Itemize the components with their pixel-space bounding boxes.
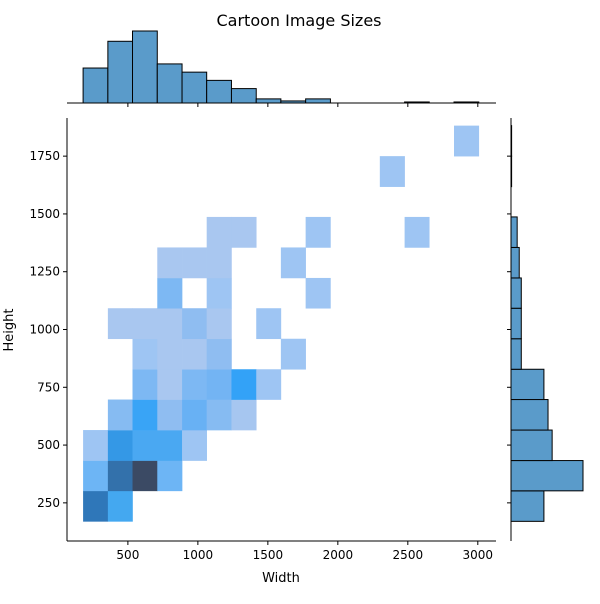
top-hist-bar xyxy=(107,40,134,104)
heatmap-cell xyxy=(107,430,133,461)
top-hist-ticks xyxy=(127,103,479,107)
heatmap-cell xyxy=(157,460,183,492)
heatmap-cell xyxy=(182,430,207,461)
y-tick-label: 250 xyxy=(37,496,60,510)
heatmap-cell xyxy=(231,369,257,400)
heatmap-cell xyxy=(83,490,109,522)
heatmap-cell xyxy=(206,247,232,279)
top-hist-bar xyxy=(82,67,109,104)
heatmap-cell xyxy=(206,277,232,309)
right-marginal-histogram xyxy=(510,125,584,522)
heatmap-cell xyxy=(132,399,158,431)
heatmap-cell xyxy=(157,308,183,340)
heatmap-cell xyxy=(231,399,257,431)
right-hist-bar xyxy=(510,307,522,340)
top-hist-bar xyxy=(305,98,331,104)
heatmap-cell xyxy=(157,338,183,370)
heatmap-cell xyxy=(83,460,109,492)
x-ticks: 500 1000 1500 2000 2500 3000 xyxy=(116,541,493,562)
heatmap-cell xyxy=(182,338,207,370)
x-tick-label: 3000 xyxy=(463,548,494,562)
x-tick-label: 2000 xyxy=(323,548,354,562)
right-hist-bar xyxy=(510,399,549,431)
heatmap-cell xyxy=(206,216,232,248)
heatmap-cell xyxy=(182,308,207,340)
right-hist-bar xyxy=(510,368,545,401)
heatmap-cell xyxy=(454,125,480,157)
heatmap-cell xyxy=(231,216,257,248)
heatmap-cell xyxy=(206,369,232,400)
heatmap-cell xyxy=(206,399,232,431)
right-hist-bar xyxy=(510,460,584,492)
heatmap-cell xyxy=(157,399,183,431)
top-marginal-histogram xyxy=(82,30,480,104)
heatmap-cell xyxy=(132,308,158,340)
y-axis-label: Height xyxy=(2,309,17,352)
heatmap-cell xyxy=(132,338,158,370)
right-hist-bar xyxy=(510,277,522,309)
heatmap-cell xyxy=(256,308,282,340)
y-tick-label: 1250 xyxy=(29,265,60,279)
heatmap-cell xyxy=(107,308,133,340)
right-hist-bar xyxy=(510,429,553,462)
x-tick-label: 500 xyxy=(116,548,139,562)
heatmap-cell xyxy=(206,308,232,340)
heatmap-cell xyxy=(404,216,430,248)
heatmap-cell xyxy=(182,247,207,279)
x-tick-label: 1500 xyxy=(253,548,284,562)
heatmap-cell xyxy=(182,369,207,400)
heatmap-cell xyxy=(132,369,158,400)
y-tick-label: 1750 xyxy=(29,149,60,163)
chart-title: Cartoon Image Sizes xyxy=(216,11,381,30)
heatmap-cell xyxy=(107,490,133,522)
heatmap-cell xyxy=(132,430,158,461)
y-ticks: 250 500 750 1000 1250 1500 1750 xyxy=(29,149,67,510)
heatmap-cell xyxy=(305,216,331,248)
heatmap-cell xyxy=(280,247,306,279)
y-tick-label: 500 xyxy=(37,438,60,452)
top-hist-bar xyxy=(132,30,158,104)
heatmap-cell xyxy=(206,338,232,370)
top-hist-bar xyxy=(230,88,257,104)
heatmap-cell xyxy=(157,369,183,400)
heatmap-cell xyxy=(157,247,183,279)
x-axis-label: Width xyxy=(262,571,300,586)
joint-heatmap-cells xyxy=(83,125,480,522)
heatmap-cell xyxy=(107,460,133,492)
x-tick-label: 2500 xyxy=(393,548,424,562)
heatmap-cell xyxy=(157,430,183,461)
heatmap-cell xyxy=(256,369,282,400)
heatmap-cell xyxy=(83,430,109,461)
top-hist-bar xyxy=(255,98,282,104)
heatmap-cell xyxy=(280,338,306,370)
heatmap-cell xyxy=(107,399,133,431)
top-hist-bar xyxy=(181,71,208,104)
y-tick-label: 1000 xyxy=(29,323,60,337)
right-hist-bar xyxy=(510,246,520,279)
right-hist-ticks xyxy=(507,155,511,504)
y-tick-label: 1500 xyxy=(29,207,60,221)
right-hist-bar xyxy=(510,338,522,370)
top-hist-bar xyxy=(206,79,232,104)
heatmap-cell xyxy=(182,399,207,431)
heatmap-cell xyxy=(305,277,331,309)
heatmap-cell xyxy=(157,277,183,309)
y-tick-label: 750 xyxy=(37,380,60,394)
heatmap-cell xyxy=(379,156,405,187)
right-hist-bar xyxy=(510,216,518,248)
x-tick-label: 1000 xyxy=(183,548,214,562)
right-hist-bar xyxy=(510,490,545,522)
top-hist-bar xyxy=(156,63,183,104)
heatmap-cell xyxy=(132,460,158,492)
